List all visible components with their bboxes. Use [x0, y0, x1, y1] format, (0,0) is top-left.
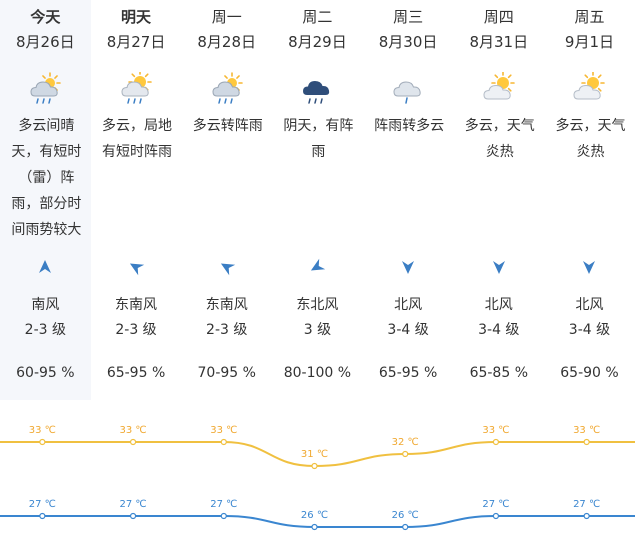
day-name: 周四 [483, 8, 514, 26]
day-column: 周三 8月30日 阵雨转多云 北风 3-4 级 65-95 % [363, 0, 454, 400]
weather-description: 阴天，有阵雨 [283, 118, 354, 160]
high-temp-label: 31 ℃ [301, 449, 328, 460]
low-temp-label: 27 ℃ [29, 499, 56, 510]
day-name: 明天 [121, 8, 152, 26]
day-name: 今天 [30, 8, 61, 26]
wind-level: 3-4 级 [568, 322, 611, 338]
low-temp-point [311, 523, 318, 531]
humidity: 70-95 % [197, 365, 256, 381]
high-temp-label: 33 ℃ [210, 425, 237, 436]
high-temp-point [220, 438, 227, 446]
low-temp-point [129, 512, 137, 520]
day-date: 8月29日 [288, 33, 347, 51]
weather-description: 多云，局地有短时阵雨 [102, 118, 173, 160]
day-column: 周五 9月1日 多云，天气炎热 北风 3-4 级 65-90 % [544, 0, 635, 400]
high-temp-label: 33 ℃ [120, 425, 147, 436]
day-name: 周二 [302, 8, 333, 26]
temperature-chart: 33 ℃ 33 ℃ 33 ℃ 31 ℃ 32 ℃ 33 ℃ 33 ℃ 27 ℃ 27 ℃ 27 ℃… [0, 425, 635, 531]
arrow-upleft-icon [218, 258, 236, 276]
high-temp-point [402, 450, 409, 458]
wind-level: 3-4 级 [478, 322, 520, 338]
arrow-upleft-icon [127, 258, 145, 276]
low-temp-point [583, 512, 590, 520]
arrow-down-icon [490, 258, 508, 276]
day-date: 8月27日 [106, 33, 166, 51]
cloudy-sunny-rain-icon [210, 72, 244, 106]
sunny-cloudy-icon [572, 71, 606, 106]
low-temp-label: 27 ℃ [482, 499, 509, 510]
high-temp-point [311, 462, 318, 470]
day-column: 周二 8月29日 阴天，有阵雨 东北风 3 级 80-100 % [272, 0, 363, 400]
day-name: 周三 [393, 8, 424, 26]
low-temp-point [39, 512, 46, 520]
low-temp-label: 26 ℃ [301, 510, 328, 521]
low-temp-point [402, 523, 409, 531]
day-name: 周一 [211, 8, 242, 26]
day-date: 8月28日 [197, 33, 257, 51]
day-date: 8月26日 [16, 33, 75, 51]
arrow-up-icon [36, 258, 54, 276]
cloud-light-rain-icon [391, 72, 425, 106]
high-temp-point [39, 438, 46, 446]
weather-description: 多云，天气炎热 [555, 118, 626, 160]
arrow-down-icon [399, 258, 417, 276]
day-date: 9月1日 [564, 33, 615, 51]
low-temp-point [220, 512, 227, 520]
day-column: 今天 8月26日 多云间晴天，有短时（雷）阵雨，部分时间雨势较大 南风 2-3 … [0, 0, 91, 400]
sunny-cloudy-rain-icon [119, 70, 153, 106]
wind-level: 3-4 级 [387, 322, 429, 338]
day-column: 周一 8月28日 多云转阵雨 东南风 2-3 级 70-95 % [181, 0, 272, 400]
high-temp-point [129, 438, 137, 446]
cloudy-sunny-rain-icon [28, 72, 62, 106]
humidity: 65-85 % [469, 365, 528, 381]
low-temp-point [492, 512, 500, 520]
humidity: 65-95 % [106, 365, 166, 381]
sunny-cloudy-icon [482, 71, 516, 106]
weather-description: 阵雨转多云 [374, 118, 445, 134]
day-date: 8月30日 [378, 33, 438, 51]
low-temp-label: 27 ℃ [210, 499, 237, 510]
dark-cloud-rain-icon [300, 72, 334, 106]
high-temp-label: 33 ℃ [482, 425, 509, 436]
wind-direction: 北风 [394, 297, 423, 313]
humidity: 60-95 % [16, 365, 75, 381]
low-temp-label: 27 ℃ [573, 499, 600, 510]
day-column: 明天 8月27日 多云，局地有短时阵雨 东南风 2-3 级 65-95 % [91, 0, 182, 400]
humidity: 65-95 % [378, 365, 438, 381]
humidity: 80-100 % [283, 365, 352, 381]
arrow-downleft-icon [308, 258, 326, 276]
weather-description: 多云间晴天，有短时（雷）阵雨，部分时间雨势较大 [11, 118, 82, 238]
wind-direction: 北风 [575, 297, 604, 313]
wind-level: 3 级 [303, 322, 332, 338]
wind-direction: 东北风 [296, 297, 339, 313]
weather-description: 多云，天气炎热 [464, 118, 535, 160]
high-temp-label: 33 ℃ [573, 425, 600, 436]
wind-direction: 东南风 [205, 297, 248, 313]
high-temp-label: 32 ℃ [392, 437, 419, 448]
wind-direction: 南风 [31, 297, 60, 313]
wind-direction: 北风 [484, 297, 513, 313]
low-temp-label: 26 ℃ [392, 510, 419, 521]
day-name: 周五 [574, 8, 605, 26]
wind-level: 2-3 级 [206, 322, 248, 338]
wind-direction: 东南风 [115, 297, 158, 313]
wind-level: 2-3 级 [24, 322, 66, 338]
high-temp-point [492, 438, 500, 446]
forecast-days: 今天 8月26日 多云间晴天，有短时（雷）阵雨，部分时间雨势较大 南风 2-3 … [0, 0, 635, 400]
high-temp-label: 33 ℃ [29, 425, 56, 436]
day-column: 周四 8月31日 多云，天气炎热 北风 3-4 级 65-85 % [453, 0, 544, 400]
low-temp-label: 27 ℃ [120, 499, 147, 510]
day-date: 8月31日 [469, 33, 529, 51]
humidity: 65-90 % [560, 365, 619, 381]
weather-description: 多云转阵雨 [192, 118, 263, 134]
high-temp-point [583, 438, 590, 446]
arrow-down-icon [580, 258, 598, 276]
wind-level: 2-3 级 [115, 322, 157, 338]
